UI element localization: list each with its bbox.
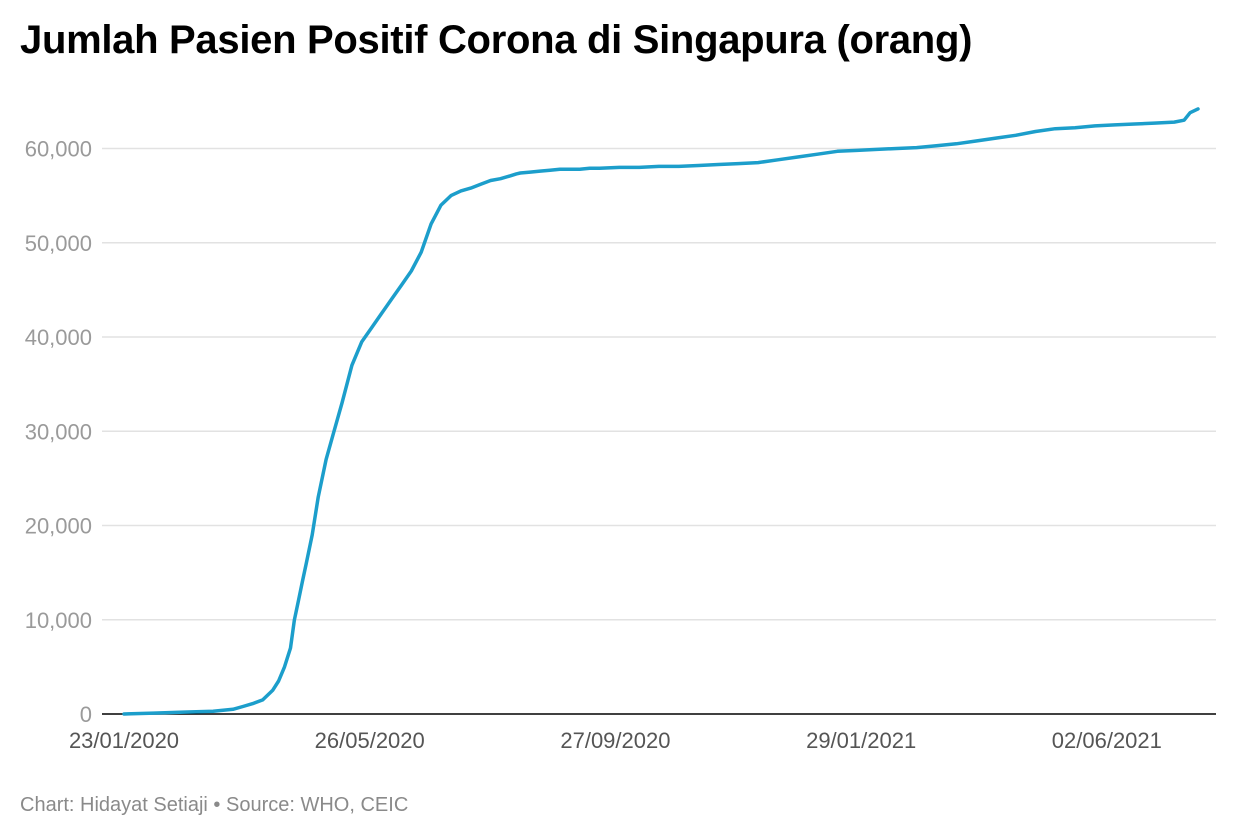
x-axis-tick-labels: 23/01/2020 26/05/2020 27/09/2020 29/01/2021…: [69, 728, 1162, 753]
chart-credit: Chart: Hidayat Setiaji: [20, 794, 208, 816]
chart-footer: Chart: Hidayat Setiaji • Source: WHO, CE…: [20, 794, 408, 817]
y-axis-tick-labels: 0 10,000 20,000 30,000 40,000 50,000 60,000: [25, 137, 92, 728]
x-tick-label: 26/05/2020: [315, 728, 425, 753]
y-tick-label: 0: [80, 702, 92, 727]
y-tick-label: 50,000: [25, 231, 92, 256]
line-chart: 0 10,000 20,000 30,000 40,000 50,000 60,000 23…: [25, 107, 1216, 753]
y-tick-label: 40,000: [25, 325, 92, 350]
series-layer: [122, 107, 1200, 716]
chart-title: Jumlah Pasien Positif Corona di Singapur…: [20, 18, 973, 62]
y-tick-label: 30,000: [25, 419, 92, 444]
series-line-0: [122, 107, 1200, 716]
y-tick-label: 10,000: [25, 608, 92, 633]
x-tick-label: 29/01/2021: [806, 728, 916, 753]
x-tick-label: 23/01/2020: [69, 728, 179, 753]
x-tick-label: 27/09/2020: [560, 728, 670, 753]
y-tick-label: 60,000: [25, 137, 92, 162]
y-tick-label: 20,000: [25, 514, 92, 539]
chart-source: Source: WHO, CEIC: [226, 794, 409, 816]
footer-separator: •: [207, 794, 226, 816]
x-tick-label: 02/06/2021: [1052, 728, 1162, 753]
gridlines: [102, 147, 1216, 621]
